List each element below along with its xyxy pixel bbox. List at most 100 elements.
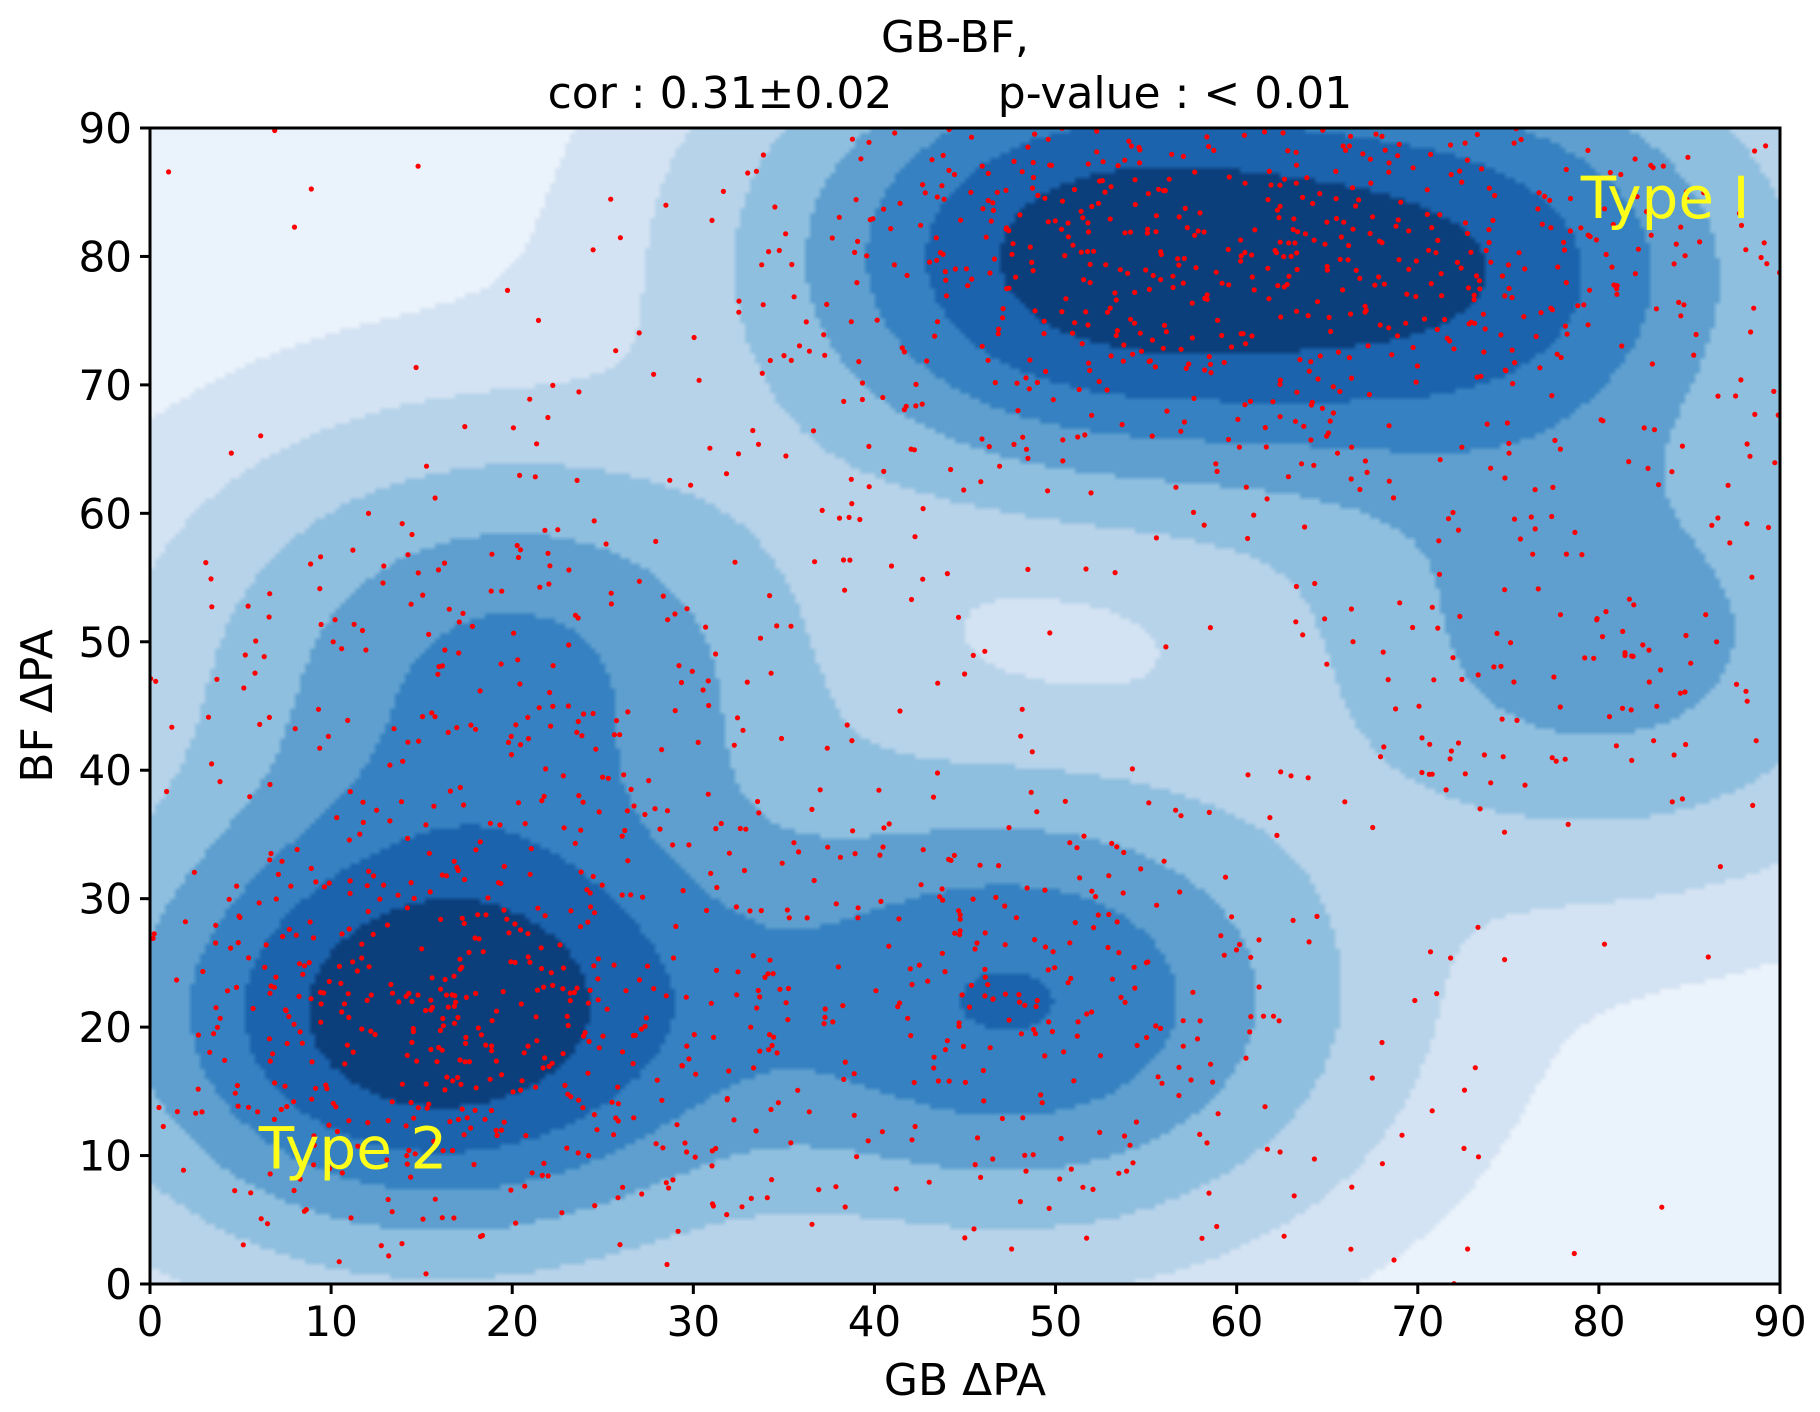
scatter-point [788, 1140, 794, 1146]
scatter-point [703, 624, 709, 630]
scatter-point [1428, 151, 1434, 157]
scatter-point [1475, 924, 1481, 930]
scatter-point [842, 1059, 848, 1065]
scatter-point [1130, 1160, 1136, 1166]
scatter-point [877, 852, 883, 858]
scatter-point [288, 883, 294, 889]
scatter-point [1532, 487, 1538, 493]
scatter-point [1297, 357, 1303, 363]
scatter-point [1190, 509, 1197, 515]
scatter-point [934, 194, 940, 200]
scatter-point [886, 943, 892, 949]
scatter-point [339, 1170, 345, 1176]
scatter-point [1488, 259, 1494, 265]
scatter-point [1649, 361, 1655, 367]
scatter-point [966, 1004, 973, 1010]
scatter-point [510, 630, 517, 636]
scatter-point [429, 975, 435, 981]
scatter-point [1499, 273, 1505, 279]
scatter-point [1522, 782, 1528, 788]
scatter-point [232, 1188, 238, 1194]
scatter-point [1245, 535, 1251, 542]
scatter-point [1494, 630, 1500, 637]
scatter-point [174, 1109, 180, 1115]
scatter-point [816, 1187, 822, 1193]
scatter-point [759, 370, 765, 376]
scatter-point [420, 1216, 426, 1222]
scatter-point [1294, 389, 1300, 395]
scatter-point [1070, 242, 1076, 248]
scatter-point [987, 1045, 993, 1051]
scatter-point [974, 940, 980, 946]
scatter-point [731, 1117, 737, 1123]
scatter-point [909, 1137, 915, 1143]
scatter-point [1567, 228, 1573, 234]
scatter-point [543, 766, 549, 772]
scatter-point [452, 993, 458, 999]
scatter-point [213, 1005, 219, 1011]
scatter-point [457, 784, 463, 791]
scatter-point [1042, 1053, 1048, 1059]
scatter-point [574, 729, 580, 735]
scatter-point [611, 962, 617, 968]
scatter-point [517, 681, 523, 687]
scatter-point [1549, 513, 1555, 520]
scatter-point [593, 746, 599, 752]
scatter-point [513, 722, 519, 728]
scatter-point [473, 990, 479, 997]
scatter-point [1043, 368, 1049, 375]
scatter-point [1631, 602, 1637, 608]
scatter-point [1038, 1092, 1044, 1098]
scatter-point [840, 1003, 846, 1009]
scatter-point [1772, 460, 1778, 466]
scatter-point [1094, 149, 1100, 155]
scatter-point [1606, 714, 1613, 720]
scatter-point [879, 1129, 886, 1135]
scatter-point [256, 900, 262, 906]
scatter-point [830, 1019, 836, 1025]
scatter-point [346, 1014, 352, 1021]
scatter-point [617, 732, 623, 738]
scatter-point [585, 1070, 591, 1076]
scatter-point [1122, 157, 1128, 163]
scatter-point [786, 915, 792, 921]
scatter-point [389, 990, 396, 996]
x-axis: 0 10 20 30 40 50 60 70 80 90 [137, 1284, 1807, 1346]
scatter-point [1292, 240, 1298, 246]
scatter-point [755, 987, 761, 994]
scatter-point [1160, 345, 1166, 351]
scatter-point [983, 234, 989, 240]
scatter-point [1097, 1129, 1103, 1135]
scatter-point [1247, 1029, 1253, 1035]
scatter-point [684, 1043, 690, 1049]
scatter-point [482, 1116, 488, 1122]
scatter-point [856, 359, 862, 365]
scatter-point [451, 1215, 457, 1221]
scatter-point [525, 714, 531, 721]
scatter-point [466, 949, 472, 956]
scatter-point [783, 1000, 789, 1006]
scatter-point [435, 567, 442, 573]
scatter-point [708, 1000, 714, 1006]
scatter-point [1154, 902, 1160, 908]
scatter-point [451, 1020, 458, 1026]
scatter-point [540, 1065, 546, 1071]
scatter-point [1020, 1115, 1026, 1121]
scatter-point [252, 670, 258, 676]
scatter-point [1080, 1184, 1086, 1190]
scatter-point [336, 963, 342, 970]
scatter-point [985, 170, 991, 176]
scatter-point [693, 1071, 699, 1077]
scatter-point [1081, 277, 1087, 283]
scatter-point [1505, 262, 1512, 268]
scatter-point [639, 1191, 645, 1197]
scatter-point [409, 531, 415, 538]
scatter-point [1290, 917, 1296, 924]
scatter-point [1158, 251, 1164, 258]
scatter-point [365, 510, 372, 516]
scatter-point [245, 603, 251, 609]
scatter-point [1104, 387, 1110, 393]
scatter-point [1648, 232, 1654, 238]
scatter-point [1654, 703, 1660, 709]
scatter-point [1311, 462, 1317, 468]
